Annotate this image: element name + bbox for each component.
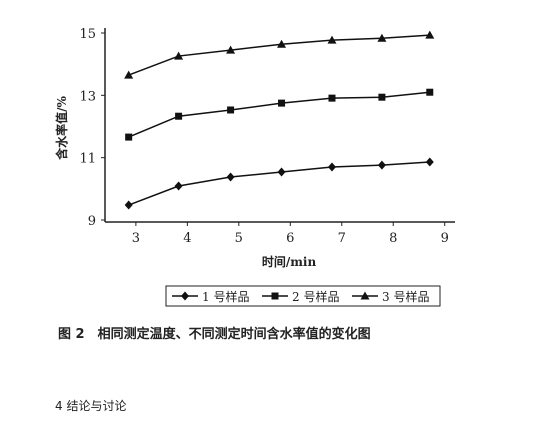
- x-axis-title: 时间/min: [262, 254, 317, 269]
- data-point: [227, 106, 235, 114]
- y-tick-label: 13: [79, 89, 96, 104]
- legend-label: 3 号样品: [382, 289, 429, 304]
- x-tick-label: 9: [441, 231, 449, 246]
- section-heading: 4 结论与讨论: [55, 399, 126, 413]
- data-point: [378, 93, 386, 101]
- data-point: [425, 30, 435, 39]
- x-tick-label: 7: [338, 231, 346, 246]
- data-point: [277, 167, 286, 177]
- data-point: [377, 160, 386, 170]
- data-point: [174, 51, 184, 60]
- series-line: [128, 161, 430, 206]
- figure-caption: 图 2 相同测定温度、不同测定时间含水率值的变化图: [58, 326, 371, 342]
- x-tick-label: 8: [389, 231, 397, 246]
- data-point: [226, 172, 235, 182]
- data-point: [124, 70, 134, 79]
- data-point: [226, 45, 236, 54]
- data-point: [327, 162, 336, 172]
- legend-marker: [360, 291, 370, 300]
- legend-marker: [181, 291, 189, 301]
- data-point: [278, 99, 286, 107]
- data-point: [377, 33, 387, 42]
- y-tick-label: 15: [79, 27, 96, 42]
- data-point: [426, 88, 434, 96]
- x-tick-label: 6: [286, 231, 294, 246]
- legend-label: 2 号样品: [292, 289, 339, 304]
- data-point: [174, 181, 183, 191]
- y-tick-label: 9: [88, 214, 96, 229]
- x-tick-label: 4: [183, 231, 191, 246]
- x-tick-label: 3: [132, 231, 140, 246]
- y-axis-title: 含水率值/%: [54, 96, 69, 160]
- x-tick-label: 5: [235, 231, 243, 246]
- data-point: [277, 39, 287, 48]
- data-point: [328, 94, 336, 102]
- data-point: [425, 157, 434, 167]
- legend-box: [165, 285, 441, 307]
- data-point: [124, 200, 133, 210]
- data-point: [125, 133, 133, 141]
- data-point: [327, 35, 337, 44]
- legend-marker: [271, 292, 279, 300]
- legend-label: 1 号样品: [202, 289, 249, 304]
- data-point: [175, 112, 183, 120]
- y-tick-label: 11: [79, 152, 96, 167]
